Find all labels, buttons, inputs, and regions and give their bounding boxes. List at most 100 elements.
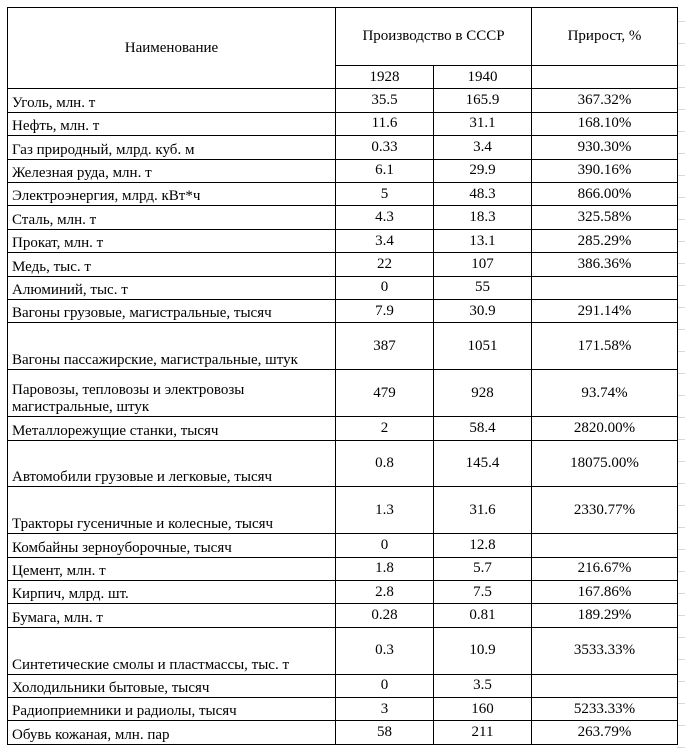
- table-row: Уголь, млн. т 35.5 165.9 367.32%: [7, 88, 679, 113]
- production-table: Наименование Производство в СССР Прирост…: [7, 6, 679, 745]
- row-growth: 263.79%: [531, 720, 679, 745]
- row-name: Тракторы гусеничные и колесные, тысяч: [7, 486, 336, 535]
- row-growth: 2330.77%: [531, 486, 679, 535]
- row-name: Вагоны грузовые, магистральные, тысяч: [7, 299, 336, 324]
- row-value-1928: 5: [335, 181, 434, 207]
- header-empty-cell: [531, 64, 679, 90]
- row-growth: 93.74%: [531, 369, 679, 418]
- row-value-1928: 2.8: [335, 579, 434, 605]
- row-value-1940: 160: [432, 697, 533, 722]
- row-value-1940: 3.4: [432, 135, 533, 160]
- table-row: Нефть, млн. т 11.6 31.1 168.10%: [7, 111, 679, 137]
- row-value-1940: 12.8: [432, 533, 533, 558]
- table-row: Газ природный, млрд. куб. м 0.33 3.4 930.30…: [7, 135, 679, 160]
- row-value-1940: 10.9: [432, 626, 533, 675]
- row-value-1928: 0.8: [335, 439, 434, 488]
- row-name: Автомобили грузовые и легковые, тысяч: [7, 439, 336, 488]
- table-row: Кирпич, млрд. шт. 2.8 7.5 167.86%: [7, 579, 679, 605]
- row-growth: 189.29%: [531, 603, 679, 628]
- row-growth: 390.16%: [531, 158, 679, 184]
- row-value-1928: 3.4: [335, 228, 434, 254]
- row-value-1928: 0: [335, 673, 434, 699]
- row-name: Сталь, млн. т: [7, 205, 336, 230]
- table-row: Комбайны зерноуборочные, тысяч 0 12.8: [7, 533, 679, 558]
- table-row: Алюминий, тыс. т 0 55: [7, 275, 679, 301]
- row-growth: 291.14%: [531, 299, 679, 324]
- row-value-1928: 35.5: [335, 88, 434, 113]
- row-value-1940: 211: [432, 720, 533, 745]
- row-growth: 167.86%: [531, 579, 679, 605]
- row-value-1940: 5.7: [432, 556, 533, 581]
- header-production: Производство в СССР: [334, 7, 533, 66]
- row-value-1928: 0: [335, 275, 434, 301]
- table-row: Радиоприемники и радиолы, тысяч 3 160 5233.…: [7, 697, 679, 722]
- row-name: Холодильники бытовые, тысяч: [7, 673, 336, 699]
- header-year-1940: 1940: [432, 64, 533, 90]
- row-value-1928: 4.3: [335, 205, 434, 230]
- table-row: Электроэнергия, млрд. кВт*ч 5 48.3 866.00%: [7, 181, 679, 207]
- row-value-1928: 3: [335, 697, 434, 722]
- table-row: Вагоны пассажирские, магистральные, штук…: [7, 322, 679, 371]
- row-growth: 325.58%: [531, 205, 679, 230]
- row-growth: 285.29%: [531, 228, 679, 254]
- row-growth: 216.67%: [531, 556, 679, 581]
- table-row: Холодильники бытовые, тысяч 0 3.5: [7, 673, 679, 699]
- row-name: Металлорежущие станки, тысяч: [7, 416, 336, 441]
- row-value-1940: 55: [432, 275, 533, 301]
- header-row: Наименование Производство в СССР Прирост…: [7, 6, 679, 90]
- row-value-1928: 479: [335, 369, 434, 418]
- row-value-1940: 31.6: [432, 486, 533, 535]
- row-value-1928: 0: [335, 533, 434, 558]
- row-value-1928: 0.33: [335, 135, 434, 160]
- table-row: Железная руда, млн. т 6.1 29.9 390.16%: [7, 158, 679, 184]
- row-name: Бумага, млн. т: [7, 603, 336, 628]
- row-name: Железная руда, млн. т: [7, 158, 336, 184]
- table-row: Автомобили грузовые и легковые, тысяч 0.8…: [7, 439, 679, 488]
- row-growth: 930.30%: [531, 135, 679, 160]
- header-name: Наименование: [7, 6, 336, 90]
- table-row: Прокат, млн. т 3.4 13.1 285.29%: [7, 228, 679, 254]
- spreadsheet-gridlines: [677, 0, 685, 751]
- header-year-1928: 1928: [335, 64, 434, 90]
- row-name: Паровозы, тепловозы и электровозы магист…: [7, 369, 336, 418]
- row-name: Кирпич, млрд. шт.: [7, 579, 336, 605]
- row-value-1928: 387: [335, 322, 434, 371]
- header-growth: Прирост, %: [531, 7, 679, 66]
- row-value-1928: 2: [335, 416, 434, 441]
- row-value-1940: 48.3: [432, 181, 533, 207]
- table-row: Вагоны грузовые, магистральные, тысяч 7.9…: [7, 299, 679, 324]
- row-growth: 2820.00%: [531, 416, 679, 441]
- table-row: Медь, тыс. т 22 107 386.36%: [7, 252, 679, 277]
- row-name: Газ природный, млрд. куб. м: [7, 135, 336, 160]
- row-value-1940: 1051: [432, 322, 533, 371]
- row-name: Цемент, млн. т: [7, 556, 336, 581]
- row-value-1940: 165.9: [432, 88, 533, 113]
- row-growth: 866.00%: [531, 181, 679, 207]
- row-value-1940: 107: [432, 252, 533, 277]
- row-value-1928: 1.8: [335, 556, 434, 581]
- row-growth: 168.10%: [531, 111, 679, 137]
- row-growth: 386.36%: [531, 252, 679, 277]
- row-value-1928: 22: [335, 252, 434, 277]
- table-row: Цемент, млн. т 1.8 5.7 216.67%: [7, 556, 679, 581]
- row-name: Обувь кожаная, млн. пар: [7, 720, 336, 745]
- row-value-1928: 7.9: [335, 299, 434, 324]
- row-value-1928: 11.6: [335, 111, 434, 137]
- row-value-1928: 6.1: [335, 158, 434, 184]
- row-value-1940: 31.1: [432, 111, 533, 137]
- row-value-1928: 0.28: [335, 603, 434, 628]
- row-growth: 18075.00%: [531, 439, 679, 488]
- row-growth: [531, 275, 679, 301]
- row-name: Прокат, млн. т: [7, 228, 336, 254]
- row-value-1928: 1.3: [335, 486, 434, 535]
- table-row: Паровозы, тепловозы и электровозы магист…: [7, 369, 679, 418]
- table-row: Тракторы гусеничные и колесные, тысяч 1.3…: [7, 486, 679, 535]
- row-growth: 171.58%: [531, 322, 679, 371]
- row-value-1940: 18.3: [432, 205, 533, 230]
- table-row: Бумага, млн. т 0.28 0.81 189.29%: [7, 603, 679, 628]
- row-value-1940: 30.9: [432, 299, 533, 324]
- row-value-1940: 58.4: [432, 416, 533, 441]
- table-row: Металлорежущие станки, тысяч 2 58.4 2820.00…: [7, 416, 679, 441]
- row-name: Медь, тыс. т: [7, 252, 336, 277]
- row-value-1940: 928: [432, 369, 533, 418]
